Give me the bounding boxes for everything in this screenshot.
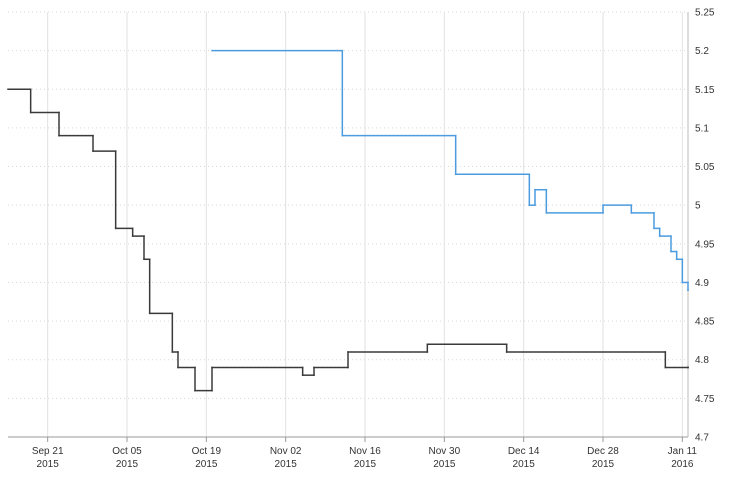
x-tick-label: 2015 [592,459,615,470]
x-tick-label: 2015 [275,459,298,470]
x-tick-label: Nov 30 [428,446,460,457]
y-tick-label: 5.1 [695,123,709,134]
x-tick-label: 2015 [116,459,139,470]
series [7,88,689,392]
x-tick-label: 2015 [195,459,218,470]
y-tick-label: 4.75 [695,394,715,405]
y-tick-label: 5.15 [695,85,715,96]
series [211,49,689,291]
x-tick-label: 2016 [671,459,694,470]
x-tick-label: Oct 05 [112,446,142,457]
x-tick-label: Dec 14 [508,446,540,457]
x-tick-label: 2015 [513,459,536,470]
x-tick-label: 2015 [433,459,456,470]
y-tick-label: 4.8 [695,355,709,366]
x-tick-label: Oct 19 [192,446,222,457]
x-tick-label: Nov 02 [270,446,302,457]
y-tick-label: 5.25 [695,8,715,19]
y-tick-label: 5.05 [695,162,715,173]
x-tick-label: Jan 11 [668,446,698,457]
y-tick-label: 5 [695,201,701,212]
x-tick-label: 2015 [354,459,377,470]
x-tick-label: Nov 16 [349,446,381,457]
y-tick-label: 4.9 [695,278,709,289]
y-tick-label: 4.85 [695,317,715,328]
y-tick-label: 4.95 [695,239,715,250]
x-tick-label: 2015 [37,459,60,470]
x-tick-label: Sep 21 [32,446,64,457]
y-tick-label: 4.7 [695,433,709,444]
y-tick-label: 5.2 [695,46,709,57]
x-tick-label: Dec 28 [587,446,619,457]
